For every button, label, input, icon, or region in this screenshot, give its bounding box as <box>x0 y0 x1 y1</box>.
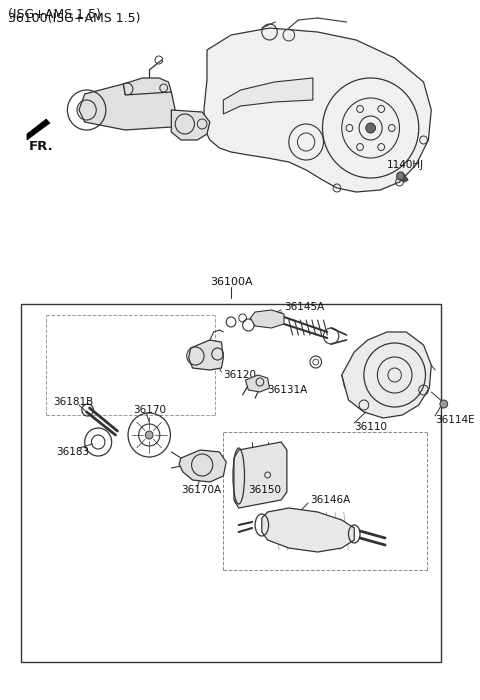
Bar <box>21 304 441 662</box>
Circle shape <box>396 172 404 180</box>
Polygon shape <box>396 172 408 182</box>
Text: (ISG+AMS 1.5): (ISG+AMS 1.5) <box>8 8 101 21</box>
Text: 36183: 36183 <box>56 447 89 457</box>
Text: 36114E: 36114E <box>435 415 475 425</box>
Text: 36146A: 36146A <box>310 495 350 505</box>
Text: 36181B: 36181B <box>53 397 93 407</box>
Polygon shape <box>79 84 175 130</box>
Text: 36100A: 36100A <box>210 277 252 287</box>
Text: FR.: FR. <box>29 141 54 153</box>
Polygon shape <box>27 119 50 140</box>
Text: 36150: 36150 <box>248 485 281 495</box>
Polygon shape <box>204 28 431 192</box>
Polygon shape <box>250 310 284 328</box>
Text: 1140HJ: 1140HJ <box>387 160 424 170</box>
Polygon shape <box>245 375 270 392</box>
Polygon shape <box>171 110 210 140</box>
Polygon shape <box>234 442 287 508</box>
Polygon shape <box>342 332 431 418</box>
Text: 36120: 36120 <box>223 370 256 380</box>
Text: 36170: 36170 <box>133 405 166 415</box>
Text: 36110: 36110 <box>354 422 387 432</box>
Polygon shape <box>189 340 223 370</box>
Circle shape <box>366 123 375 133</box>
Circle shape <box>440 400 448 408</box>
Polygon shape <box>223 78 313 114</box>
Polygon shape <box>262 508 354 552</box>
Text: 36131A: 36131A <box>268 385 308 395</box>
Text: 36100(ISG+AMS 1.5): 36100(ISG+AMS 1.5) <box>8 12 140 25</box>
Polygon shape <box>179 450 226 482</box>
Text: 36145A: 36145A <box>284 302 324 312</box>
Polygon shape <box>123 78 171 98</box>
Text: 36170A: 36170A <box>181 485 221 495</box>
Circle shape <box>145 431 153 439</box>
